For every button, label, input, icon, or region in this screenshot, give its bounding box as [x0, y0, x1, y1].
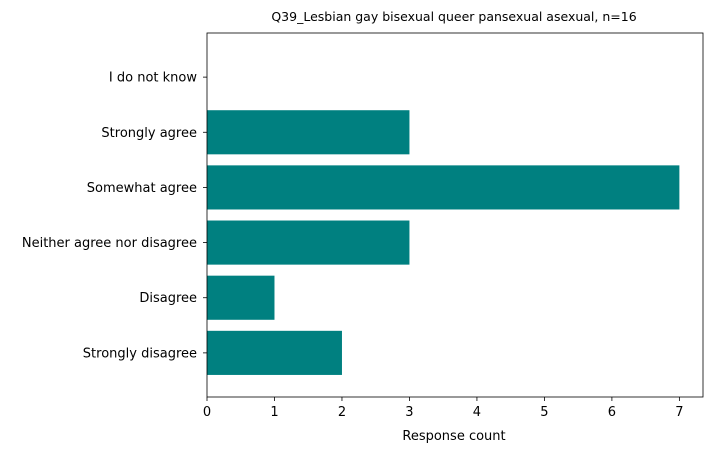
y-tick-label: I do not know: [109, 71, 197, 86]
bar-strongly-disagree: [207, 330, 342, 375]
y-axis-ticks: Strongly disagree Disagree Neither agree n…: [22, 71, 207, 361]
x-axis-label: Response count: [402, 429, 505, 444]
axes-layer: [206, 32, 704, 398]
bar-disagree: [207, 275, 275, 320]
bar-neither-agree-nor-disagree: [207, 220, 410, 265]
plot-frame: [206, 32, 704, 398]
y-tick-label: Somewhat agree: [87, 181, 197, 196]
x-tick-label: 4: [473, 405, 481, 420]
bars-layer: [207, 110, 680, 375]
bar-somewhat-agree: [207, 165, 680, 210]
x-tick-label: 6: [608, 405, 616, 420]
y-tick-label: Neither agree nor disagree: [22, 236, 197, 251]
chart-title: Q39_Lesbian gay bisexual queer pansexual…: [271, 9, 636, 24]
x-tick-label: 7: [675, 405, 683, 420]
x-axis-ticks: 0 1 2 3 4 5 6 7: [203, 397, 684, 420]
x-tick-label: 3: [405, 405, 413, 420]
y-tick-label: Strongly disagree: [83, 346, 197, 361]
x-tick-label: 5: [540, 405, 548, 420]
x-tick-label: 0: [203, 405, 211, 420]
y-tick-label: Strongly agree: [101, 126, 197, 141]
x-tick-label: 2: [338, 405, 346, 420]
x-tick-label: 1: [270, 405, 278, 420]
bar-strongly-agree: [207, 110, 410, 155]
y-tick-label: Disagree: [139, 291, 197, 306]
